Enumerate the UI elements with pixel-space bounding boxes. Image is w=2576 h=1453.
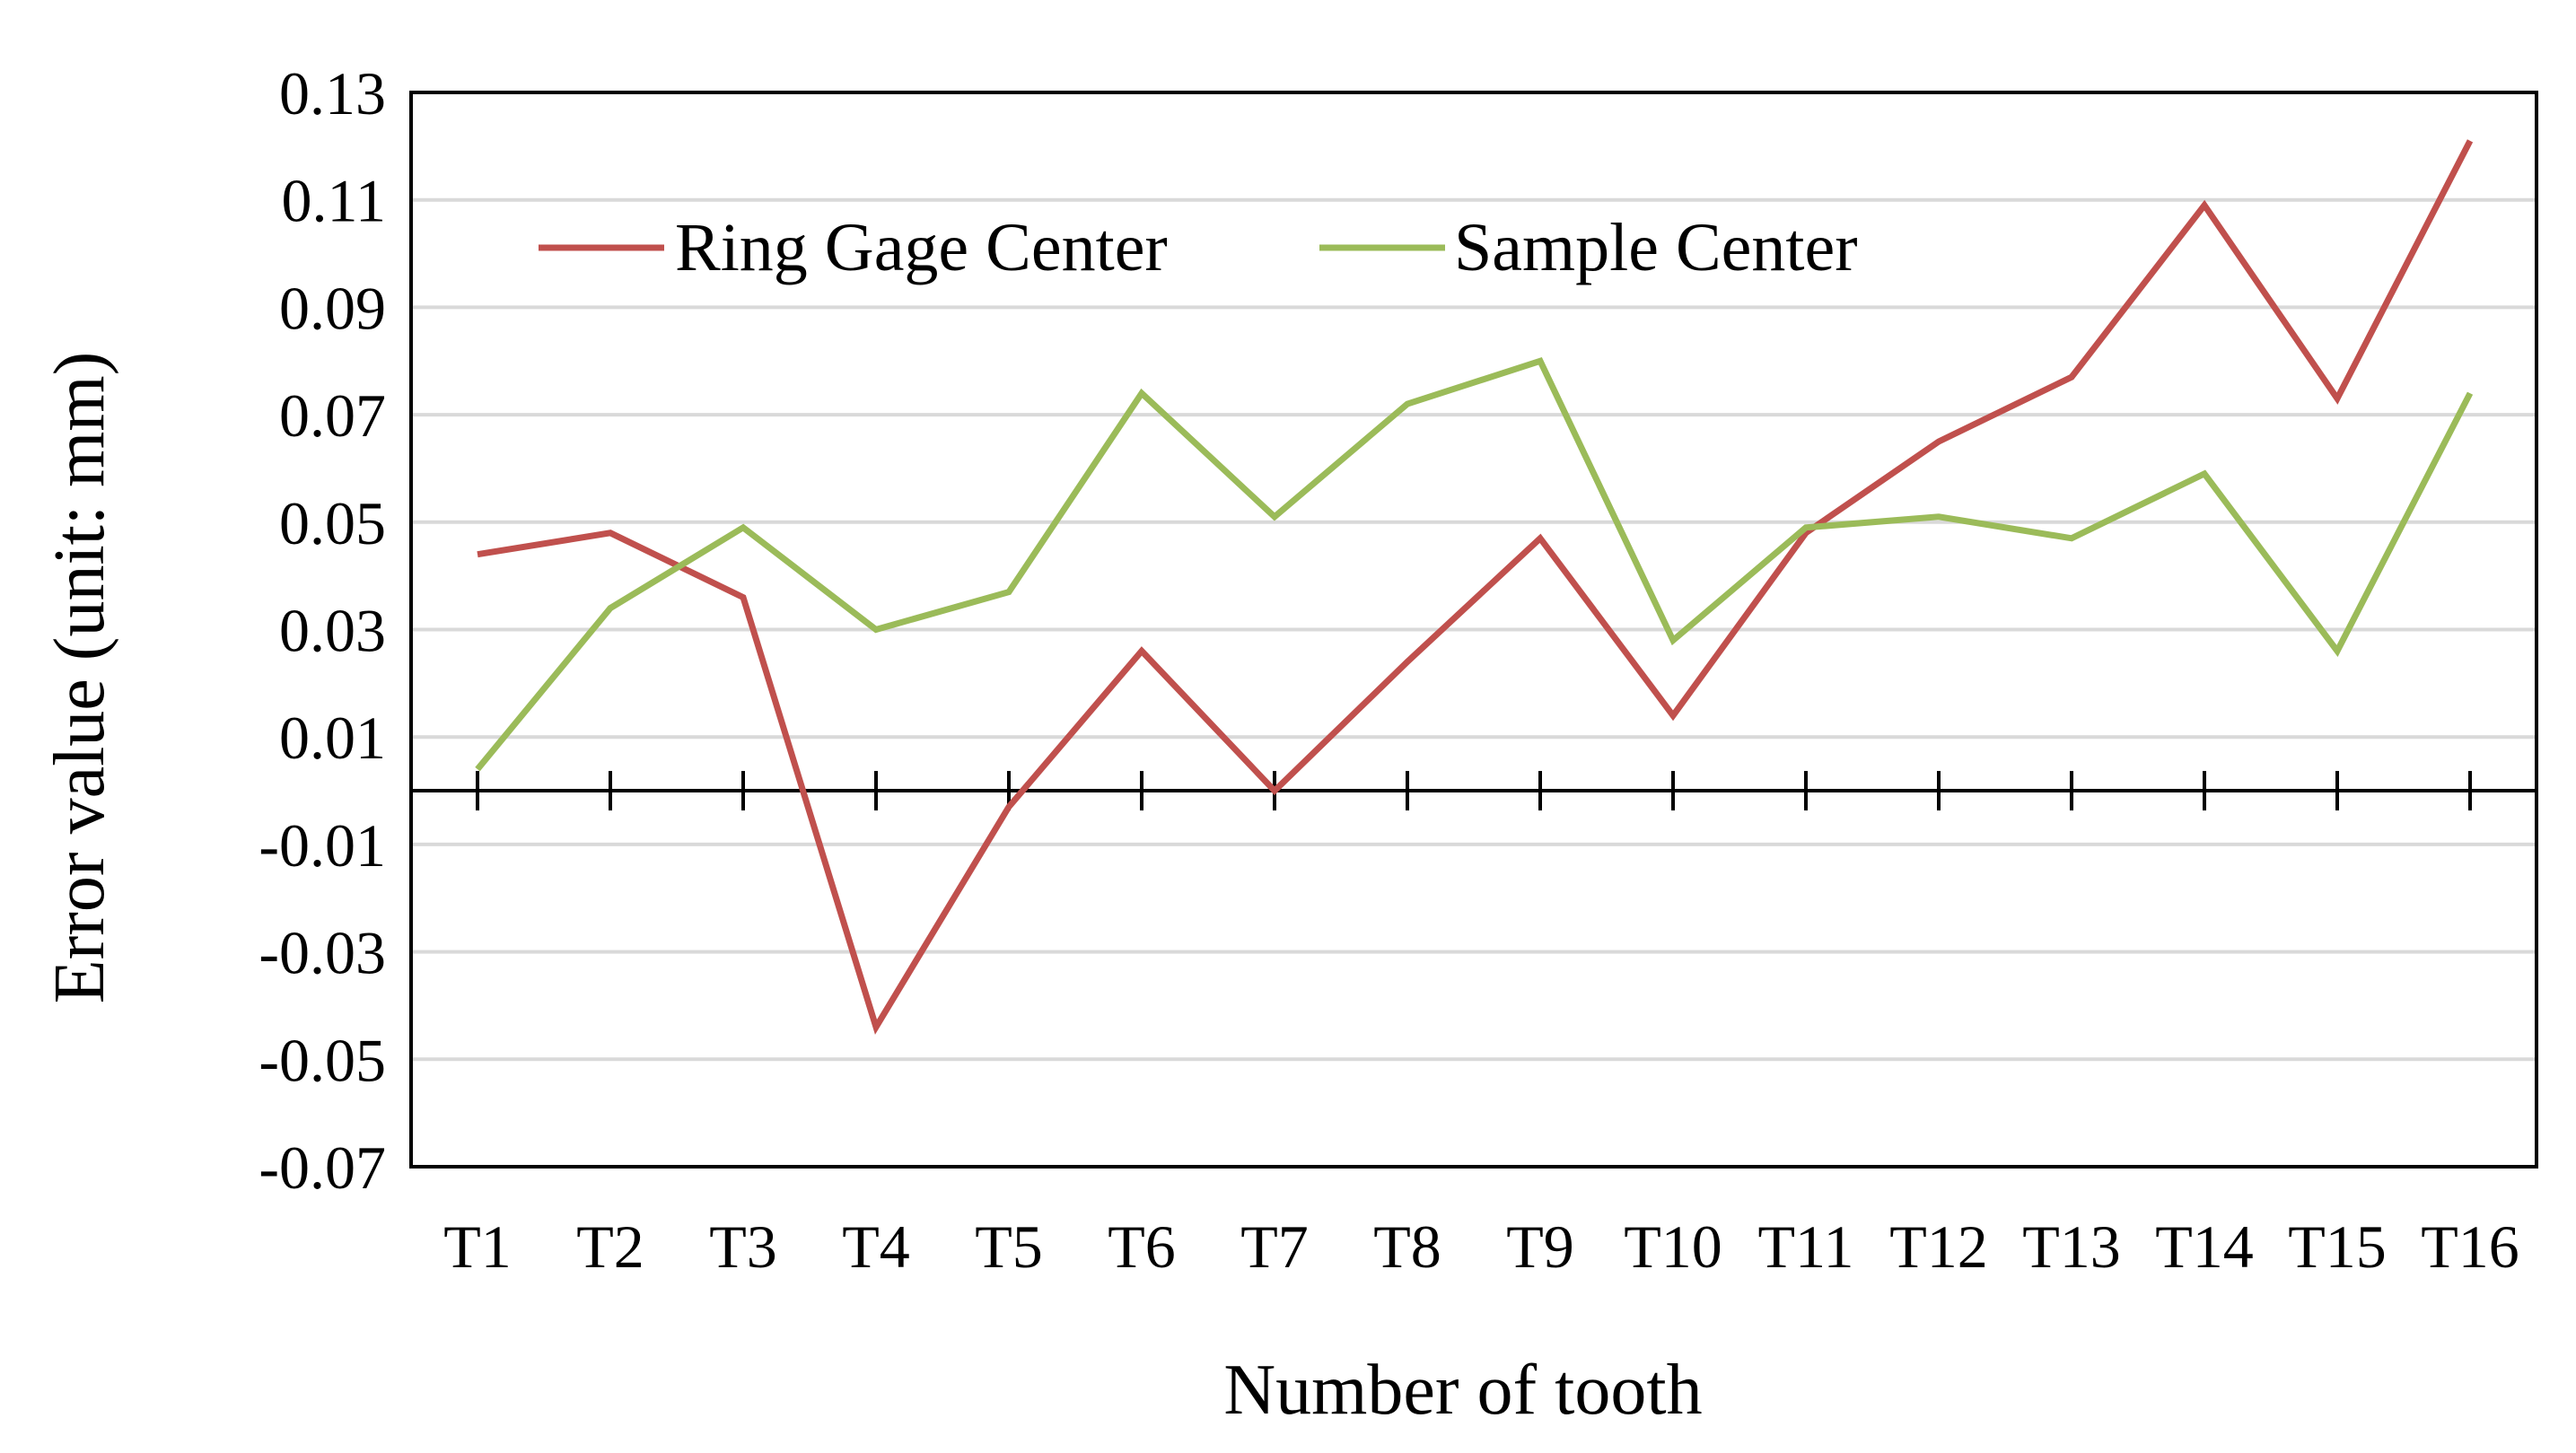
data-point	[742, 597, 744, 599]
data-point	[2071, 376, 2072, 378]
x-tick-label: T16	[2421, 1212, 2519, 1281]
series-lines	[475, 139, 2474, 1035]
data-point	[1406, 661, 1408, 662]
y-tick-label: -0.07	[258, 1134, 386, 1202]
data-point	[1805, 527, 1807, 529]
legend-label: Sample Center	[1454, 210, 1858, 285]
legend-label: Ring Gage Center	[675, 210, 1168, 285]
data-point	[1008, 806, 1010, 808]
x-tick-label: T15	[2288, 1212, 2387, 1281]
x-tick-label: T12	[1889, 1212, 1988, 1281]
x-tick-label: T8	[1373, 1212, 1441, 1281]
data-point	[2469, 392, 2471, 394]
data-point	[1008, 591, 1010, 593]
series-line-2	[475, 357, 2474, 772]
data-point	[609, 608, 611, 609]
x-axis-line	[411, 771, 2537, 811]
y-tick-label: -0.01	[258, 811, 386, 880]
x-axis-title: Number of tooth	[1223, 1351, 1702, 1430]
y-tick-label: 0.11	[282, 167, 386, 235]
data-point	[875, 1026, 877, 1028]
x-tick-label: T1	[443, 1212, 512, 1281]
plot-area-border	[409, 91, 2538, 1169]
y-tick-label: 0.05	[279, 489, 386, 557]
data-point	[477, 554, 478, 556]
data-point	[2204, 205, 2205, 206]
y-tick-label: -0.03	[258, 919, 386, 987]
data-point	[1274, 790, 1275, 792]
x-tick-label: T3	[709, 1212, 777, 1281]
data-point	[2071, 538, 2072, 539]
data-point	[1141, 650, 1143, 652]
x-tick-label: T4	[842, 1212, 910, 1281]
data-point	[2469, 140, 2471, 142]
data-point	[875, 629, 877, 631]
data-point	[2204, 473, 2205, 475]
y-tick-label: 0.13	[279, 59, 386, 127]
y-tick-label: 0.03	[279, 597, 386, 665]
data-point	[1938, 441, 1940, 442]
data-point	[1539, 360, 1541, 362]
x-tick-label: T10	[1624, 1212, 1722, 1281]
data-point	[742, 527, 744, 529]
x-tick-label: T2	[576, 1212, 644, 1281]
y-axis-title: Error value (unit: mm)	[40, 352, 119, 1003]
data-point	[1672, 639, 1674, 641]
x-tick-label: T5	[975, 1212, 1043, 1281]
data-point	[1938, 516, 1940, 518]
y-tick-label: -0.05	[258, 1026, 386, 1094]
data-point	[1539, 538, 1541, 539]
data-point	[1672, 714, 1674, 716]
x-tick-label: T13	[2022, 1212, 2121, 1281]
data-point	[1274, 516, 1275, 518]
data-point	[1141, 392, 1143, 394]
x-tick-label: T6	[1108, 1212, 1176, 1281]
y-tick-label: 0.01	[279, 704, 386, 772]
x-tick-label: T9	[1506, 1212, 1574, 1281]
y-tick-label: 0.07	[279, 381, 386, 450]
data-point	[1805, 532, 1807, 534]
data-point	[477, 768, 478, 770]
data-point	[2336, 650, 2338, 652]
x-tick-label: T14	[2155, 1212, 2254, 1281]
x-tick-label: T7	[1240, 1212, 1309, 1281]
x-tick-label: T11	[1757, 1212, 1853, 1281]
series-line-1	[477, 139, 2474, 1035]
y-tick-labels: 0.13 0.11 0.09 0.07 0.05 0.03 0.01 -0.01 -0.03 -0…	[258, 59, 386, 1202]
data-point	[609, 532, 611, 534]
x-tick-labels: T1 T2 T3 T4 T5 T6 T7 T8 T9 T10 T11 T12 T13 T14 T15 T16	[443, 1212, 2519, 1281]
y-tick-label: 0.09	[279, 274, 386, 342]
data-point	[2336, 398, 2338, 399]
data-point	[1406, 403, 1408, 405]
legend: Ring Gage Center Sample Center	[539, 210, 1858, 285]
